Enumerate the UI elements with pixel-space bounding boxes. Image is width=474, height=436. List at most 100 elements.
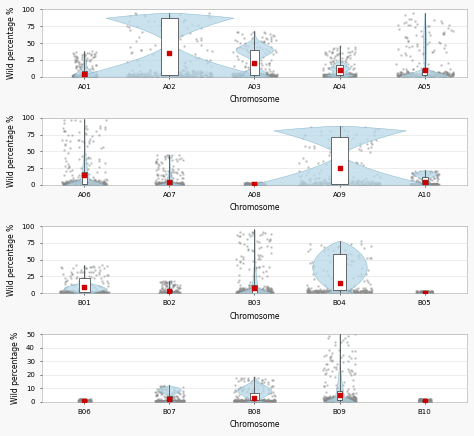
Point (167, 58, 174, 65)
Point (157, 288, 165, 295)
Point (364, 181, 372, 188)
Point (239, 73, 247, 80)
Point (75, 73, 83, 80)
Point (250, 72, 257, 79)
Point (237, 70, 245, 77)
Point (176, 71, 183, 78)
Point (414, 181, 421, 188)
Point (437, 72, 444, 79)
Point (349, 72, 357, 79)
Point (401, 71, 408, 78)
Point (97, 288, 105, 295)
Point (80, 398, 87, 405)
Point (232, 375, 240, 382)
Point (162, 181, 170, 188)
Point (310, 143, 318, 150)
Point (267, 390, 274, 397)
Point (423, 398, 431, 405)
Point (245, 377, 252, 384)
Point (259, 181, 267, 188)
Point (420, 398, 428, 405)
Point (251, 181, 258, 187)
Point (347, 394, 355, 401)
Point (81, 398, 88, 405)
Point (152, 398, 160, 405)
Point (269, 398, 277, 405)
Point (417, 398, 425, 405)
Point (424, 398, 432, 405)
Point (428, 290, 436, 296)
Point (321, 72, 328, 79)
Point (86, 395, 94, 402)
Point (423, 290, 431, 296)
Point (239, 255, 247, 262)
Point (165, 288, 173, 295)
Point (90, 288, 97, 295)
Point (255, 70, 263, 77)
Point (79, 398, 86, 405)
Point (233, 28, 241, 35)
Point (270, 72, 278, 78)
Point (100, 179, 108, 186)
Point (419, 287, 427, 294)
Point (340, 72, 347, 79)
Point (85, 396, 92, 403)
Point (206, 73, 213, 80)
Point (57, 289, 65, 296)
Point (86, 289, 93, 296)
Point (427, 290, 434, 297)
Point (415, 290, 423, 297)
Point (78, 290, 86, 296)
Point (229, 72, 237, 79)
Point (332, 181, 339, 187)
Point (95, 156, 103, 163)
Point (157, 278, 164, 285)
Point (91, 72, 98, 79)
Point (431, 181, 439, 187)
Point (330, 393, 337, 400)
Point (264, 286, 272, 293)
Point (415, 395, 423, 402)
Point (345, 394, 353, 401)
Point (69, 72, 76, 79)
Point (420, 289, 428, 296)
Point (244, 388, 251, 395)
Point (324, 135, 332, 142)
Point (166, 290, 173, 296)
Point (424, 288, 432, 295)
Point (338, 397, 346, 404)
Point (428, 290, 435, 296)
Point (236, 398, 243, 405)
Point (238, 72, 246, 79)
Point (357, 288, 365, 295)
Point (422, 397, 429, 404)
Point (417, 397, 425, 404)
Point (258, 290, 265, 296)
Point (302, 172, 310, 179)
Point (398, 70, 405, 77)
Point (242, 397, 250, 404)
Point (253, 181, 261, 188)
Point (373, 181, 380, 188)
Point (81, 180, 88, 187)
Point (238, 397, 246, 404)
Bar (82, 400, 87, 401)
Point (164, 153, 172, 160)
Point (255, 72, 263, 78)
Point (179, 68, 187, 75)
Point (253, 396, 261, 403)
Point (158, 176, 166, 183)
Point (91, 178, 99, 185)
Point (176, 69, 184, 76)
Point (230, 71, 237, 78)
Point (87, 273, 95, 280)
Point (336, 288, 343, 295)
Point (90, 269, 97, 276)
Point (91, 72, 98, 79)
Point (438, 19, 446, 26)
Point (74, 73, 82, 80)
Point (433, 181, 441, 188)
Point (131, 10, 138, 17)
Point (253, 180, 260, 187)
Point (170, 179, 177, 186)
